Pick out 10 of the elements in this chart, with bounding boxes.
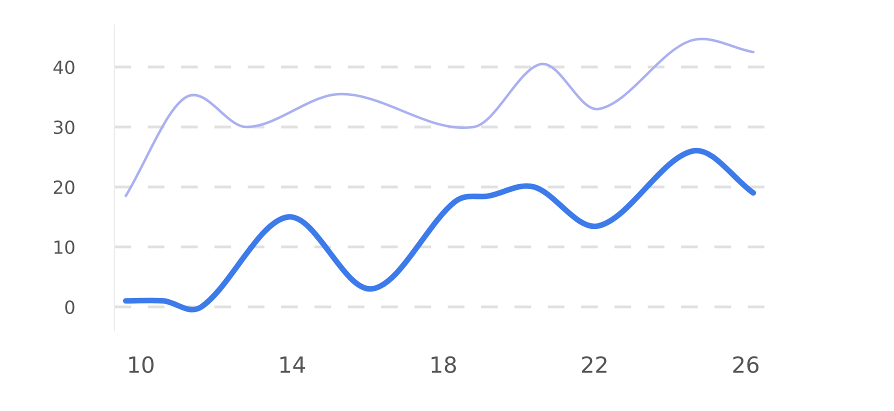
y-tick-label: 0 <box>65 300 74 314</box>
y-tick-label: 40 <box>53 60 74 74</box>
y-tick-label: 20 <box>54 180 74 194</box>
y-tick-label: 30 <box>54 120 74 134</box>
x-tick-label: 18 <box>432 356 456 374</box>
y-tick-label: 10 <box>54 240 74 254</box>
x-tick-label: 26 <box>733 356 758 374</box>
x-tick-label: 10 <box>129 356 154 374</box>
x-tick-label: 14 <box>280 356 305 373</box>
x-tick-label: 22 <box>582 356 606 373</box>
